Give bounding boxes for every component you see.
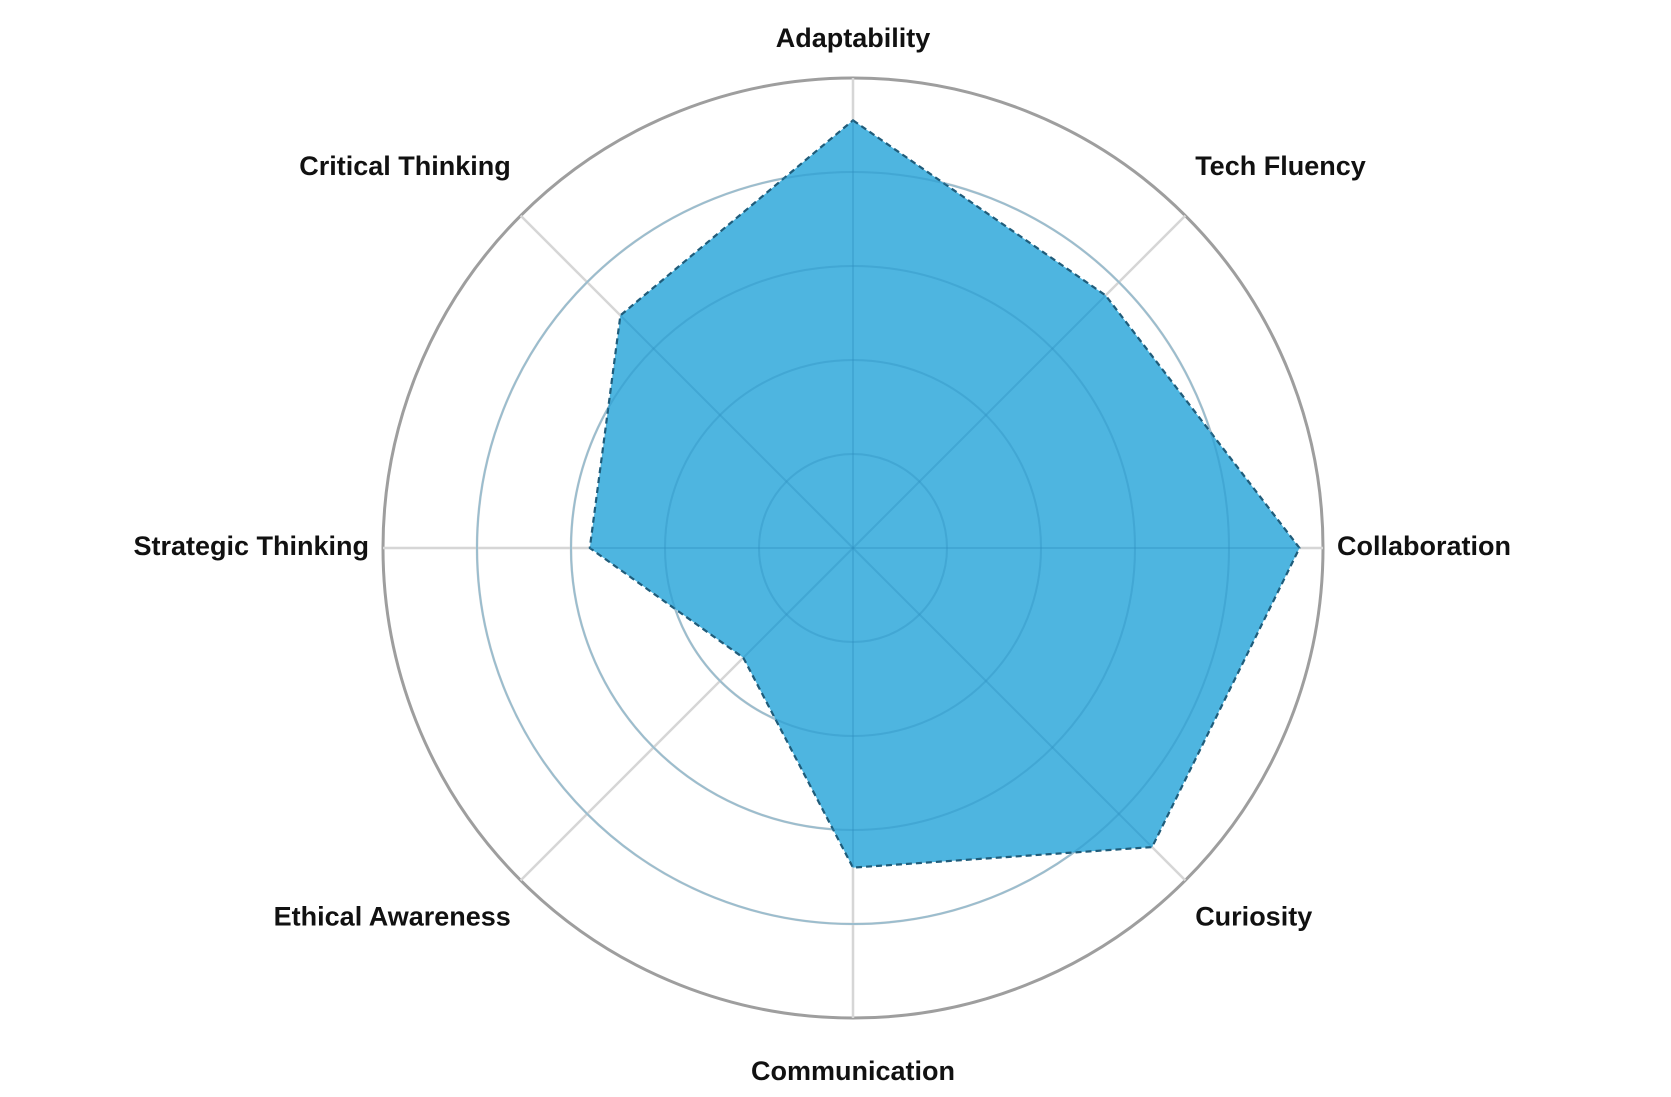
- category-label-critical-thinking: Critical Thinking: [299, 151, 511, 181]
- series-polygon: [588, 119, 1301, 869]
- category-label-adaptability: Adaptability: [776, 23, 931, 53]
- grid-ring-overlay: [476, 171, 1230, 925]
- grid-spoke-overlay: [852, 294, 1107, 549]
- category-label-tech-fluency: Tech Fluency: [1195, 151, 1366, 181]
- category-label-collaboration: Collaboration: [1337, 531, 1511, 561]
- grid-spoke-overlay: [742, 547, 854, 659]
- grid-ring-overlay: [664, 359, 1042, 737]
- category-label-ethical-awareness: Ethical Awareness: [274, 901, 511, 931]
- category-label-communication: Communication: [751, 1056, 955, 1086]
- grid-ring-overlay: [758, 453, 948, 643]
- radar-data-layer: [476, 119, 1301, 925]
- category-label-curiosity: Curiosity: [1195, 901, 1312, 931]
- category-label-strategic-thinking: Strategic Thinking: [133, 531, 369, 561]
- grid-spoke-overlay: [852, 547, 1153, 848]
- grid-spoke-overlay: [619, 314, 854, 549]
- grid-ring-overlay: [570, 265, 1136, 831]
- category-labels: Adaptability Tech Fluency Collaboration Cur…: [133, 23, 1511, 1086]
